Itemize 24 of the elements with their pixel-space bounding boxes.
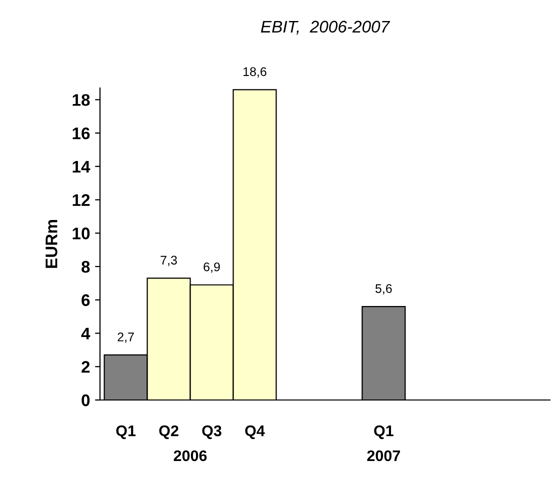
y-tick-label: 12 — [72, 194, 90, 206]
data-label: 6,9 — [204, 262, 220, 273]
y-tick-label: 14 — [72, 160, 90, 172]
y-tick-label: 6 — [82, 294, 90, 306]
y-axis-title: EURm — [46, 220, 58, 268]
y-tick-label: 8 — [82, 260, 90, 273]
y-tick-label: 16 — [72, 127, 90, 140]
data-label: 5,6 — [375, 284, 392, 294]
y-tick-label: 0 — [82, 394, 90, 406]
y-tick-label: 4 — [81, 328, 90, 340]
y-tick-label: 18 — [72, 94, 90, 106]
chart-title: EBIT, 2006-2007 — [260, 20, 390, 35]
x-tick-label: Q1 — [374, 425, 394, 440]
x-tick-label: Q2 — [159, 425, 178, 440]
y-tick-label: 10 — [72, 228, 90, 240]
y-tick-label: 2 — [82, 361, 90, 373]
x-tick-label: Q4 — [245, 425, 265, 440]
data-label: 7,3 — [160, 256, 177, 266]
text: 2006 — [174, 450, 207, 462]
text: 2007 — [367, 450, 400, 462]
x-tick-label: Q3 — [202, 425, 222, 440]
x-tick-label: Q1 — [116, 425, 136, 440]
data-label: 18,6 — [244, 67, 266, 78]
data-label: 2,7 — [118, 332, 134, 343]
